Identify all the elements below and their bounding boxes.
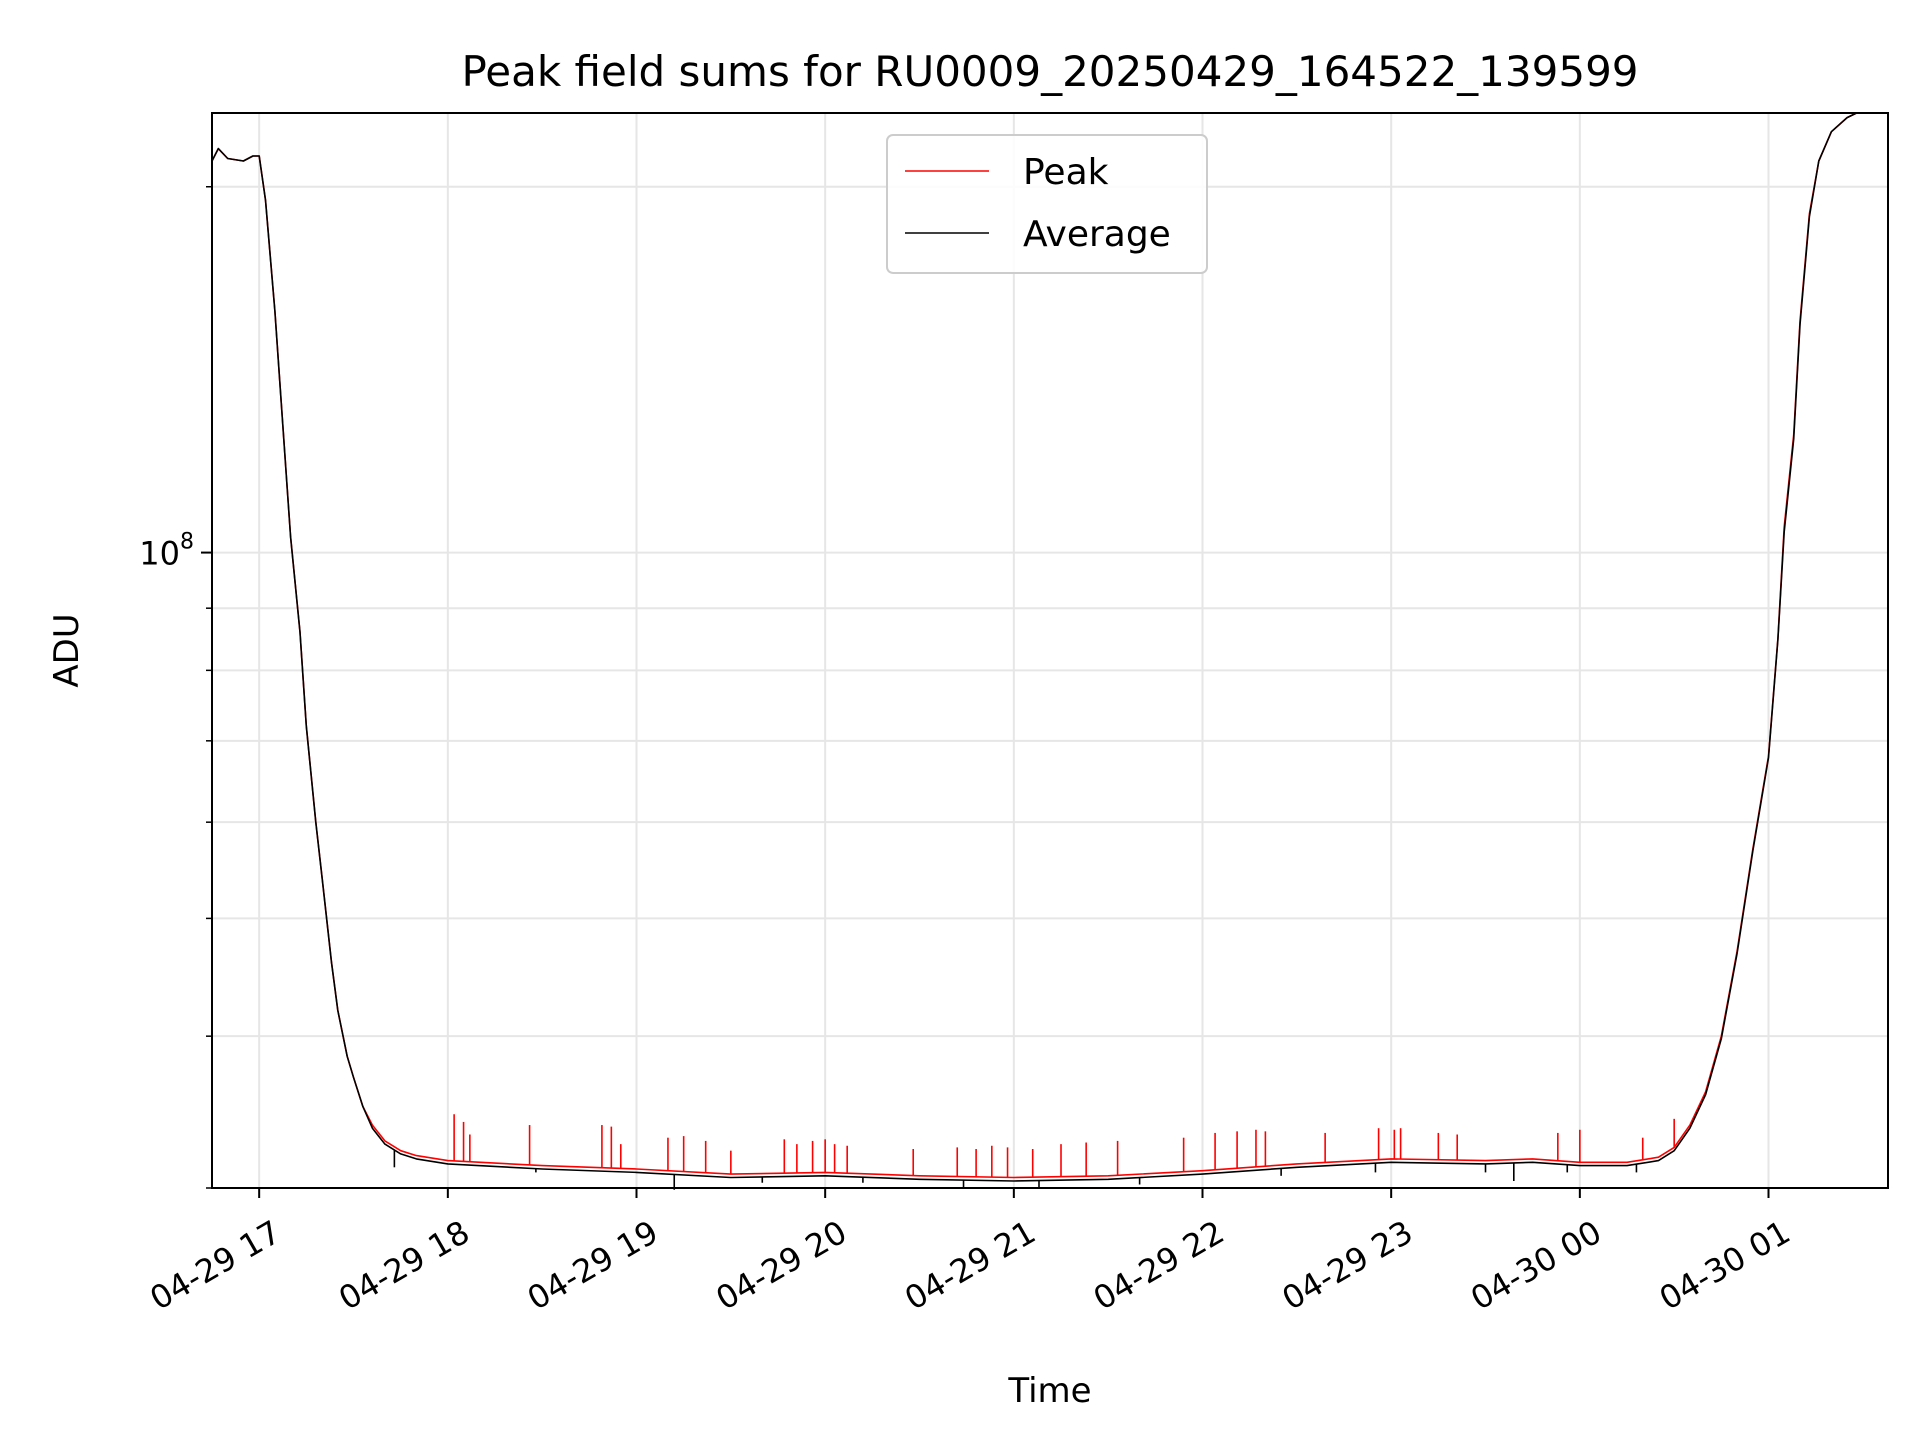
plot-frame	[211, 112, 1889, 1189]
y-tick-label: 108	[139, 530, 194, 573]
x-axis-title: Time	[1007, 1371, 1091, 1411]
chart-title: Peak field sums for RU0009_20250429_1645…	[461, 47, 1638, 96]
average-series-line	[211, 112, 1857, 1182]
legend-frame	[886, 134, 1208, 274]
legend-label: Average	[1023, 214, 1171, 255]
series-group	[211, 112, 1857, 1190]
y-axis: 108	[139, 186, 212, 1189]
y-tick-label-base: 10	[139, 535, 180, 573]
legend: Peak Average	[886, 134, 1208, 274]
y-axis-title: ADU	[47, 613, 87, 687]
legend-label: Peak	[1023, 152, 1109, 193]
y-tick-label-exponent: 8	[180, 530, 194, 555]
